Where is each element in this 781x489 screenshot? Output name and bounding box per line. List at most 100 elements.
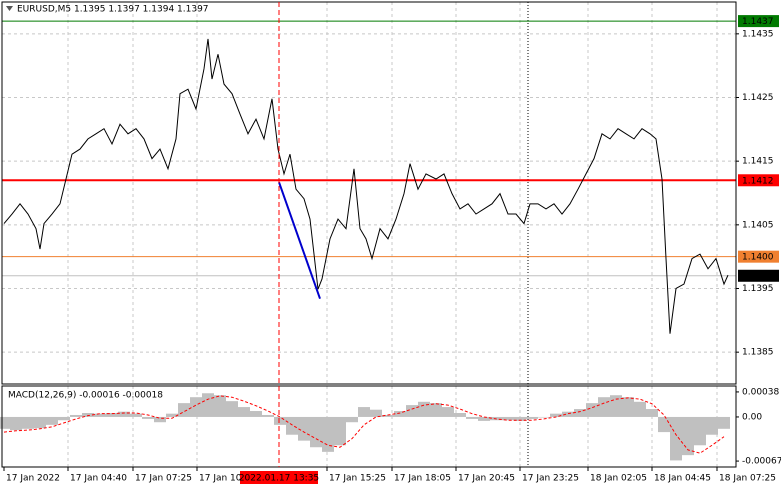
x-tick-label: 18 Jan 07:25 [719, 474, 776, 484]
price-level-label: 1.1397 [742, 272, 774, 282]
grid-layer [2, 2, 736, 467]
macd-bar [370, 409, 382, 417]
x-tick-label: 17 Jan 10:05 [199, 474, 256, 484]
macd-bar [694, 416, 706, 446]
macd-bar [10, 416, 22, 431]
macd-bar [22, 416, 34, 429]
macd-bar [598, 397, 610, 417]
macd-bar [526, 416, 538, 419]
price-level-box [738, 15, 779, 28]
x-tick-label: 17 Jan 18:05 [394, 474, 451, 484]
x-tick-label: 17 Jan 07:25 [135, 474, 192, 484]
trend-line [278, 181, 321, 300]
price-level-label: 1.1412 [742, 176, 774, 186]
macd-bar [562, 411, 574, 417]
x-tick-label: 17 Jan 04:40 [70, 474, 127, 484]
macd-bar [262, 414, 274, 417]
macd-bar [670, 416, 682, 461]
cursor-label: 2022.01.17 13:35 [239, 474, 319, 484]
macd-bar [274, 416, 286, 425]
y-tick-label: 1.1435 [742, 29, 774, 39]
y-tick-label: 0.00 [742, 412, 762, 422]
x-tick-label: 17 Jan 23:25 [522, 474, 579, 484]
macd-bar [202, 393, 214, 417]
title-icon [6, 6, 13, 11]
y-tick-label: 1.1425 [742, 93, 774, 103]
macd-bar [706, 416, 718, 435]
price-frame [1, 1, 737, 385]
macd-bar [442, 407, 454, 417]
macd-bar [574, 409, 586, 417]
price-level-label: 1.1400 [742, 253, 774, 263]
macd-bar [0, 416, 10, 429]
macd-bar [142, 416, 154, 419]
macd-bar [346, 416, 358, 423]
y-tick-label: 0.00038 [742, 387, 779, 397]
macd-bar [34, 416, 46, 429]
macd-bar [118, 411, 130, 417]
price-level-box [738, 269, 779, 282]
x-tick-label: 17 Jan 2022 [6, 474, 60, 484]
macd-bar [130, 413, 142, 417]
macd-bar [58, 416, 70, 421]
macd-bar [334, 416, 346, 446]
macd-bar [322, 416, 334, 452]
y-tick-label: 1.1385 [742, 348, 774, 358]
macd-bar [538, 416, 550, 418]
macd-bar [178, 403, 190, 417]
macd-bar [154, 416, 166, 423]
macd-bar [94, 413, 106, 417]
macd-bar [418, 401, 430, 417]
macd-bar [646, 409, 658, 417]
macd-bar [406, 405, 418, 417]
chart-title: EURUSD,M5 1.1395 1.1397 1.1394 1.1397 [17, 5, 209, 15]
macd-bar [310, 416, 322, 448]
x-tick-label: 18 Jan 02:05 [590, 474, 647, 484]
macd-bar [634, 401, 646, 417]
price-level-box [738, 250, 779, 263]
macd-bar [622, 397, 634, 417]
macd-bar [70, 414, 82, 417]
macd-bar [430, 403, 442, 417]
macd-bar [718, 416, 730, 429]
price-level-box [738, 174, 779, 187]
macd-bar [658, 416, 670, 433]
price-level-label: 1.1437 [742, 17, 774, 27]
macd-bar [46, 416, 58, 425]
macd-bar [550, 413, 562, 417]
macd-bar [454, 413, 466, 417]
macd-bar [610, 395, 622, 417]
macd-bar [478, 416, 490, 421]
macd-bar [358, 407, 370, 417]
macd-bar [394, 411, 406, 417]
macd-bar [502, 416, 514, 421]
macd-bar [214, 395, 226, 417]
macd-bar [298, 416, 310, 441]
macd-bar [166, 413, 178, 417]
macd-bar [238, 407, 250, 417]
macd-bar [514, 416, 526, 421]
macd-bar [586, 403, 598, 417]
price-line [3, 38, 729, 334]
y-tick-label: 1.1415 [742, 157, 774, 167]
x-tick-label: 18 Jan 04:45 [654, 474, 711, 484]
macd-bar [190, 397, 202, 417]
macd-bar [466, 416, 478, 419]
x-tick-label: 17 Jan 20:45 [458, 474, 515, 484]
signal-line [3, 395, 725, 454]
y-tick-label: 1.1405 [742, 220, 774, 230]
macd-bar [250, 411, 262, 417]
x-tick-label: 17 Jan 15:25 [329, 474, 386, 484]
macd-bar [286, 416, 298, 435]
macd-bar [82, 413, 94, 417]
macd-bar [106, 413, 118, 417]
y-tick-label: 1.1395 [742, 284, 774, 294]
y-tick-label: -0.00067 [742, 457, 781, 467]
macd-bar [382, 414, 394, 417]
macd-title: MACD(12,26,9) -0.00016 -0.00018 [8, 391, 163, 401]
